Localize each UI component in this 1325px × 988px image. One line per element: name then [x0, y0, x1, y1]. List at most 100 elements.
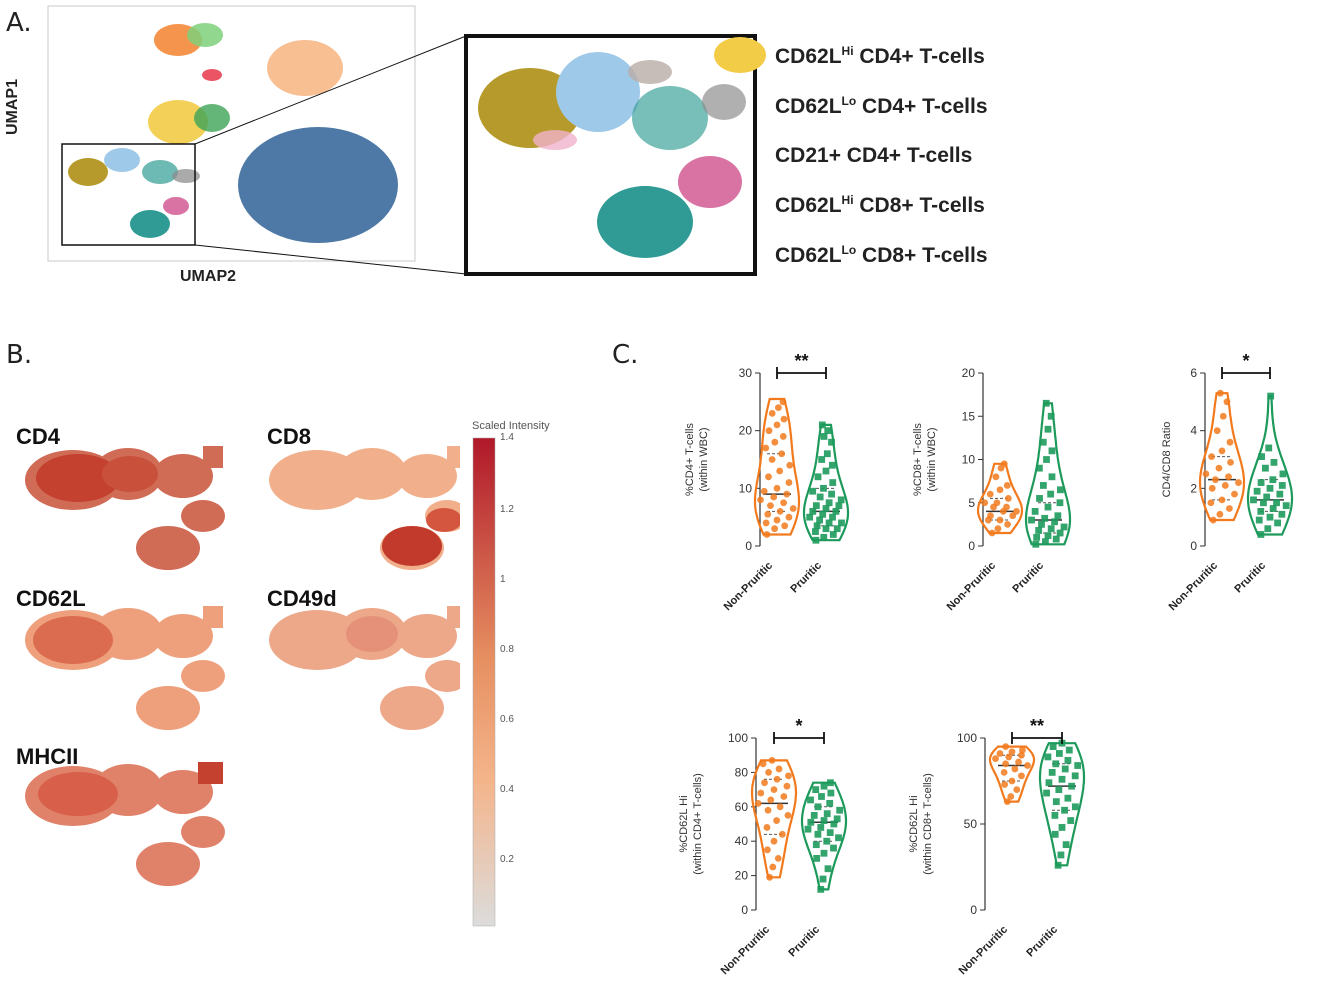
data-point	[1266, 484, 1274, 492]
data-point	[1270, 458, 1278, 466]
data-point	[779, 433, 787, 440]
data-point	[1031, 508, 1039, 515]
data-point	[775, 765, 783, 773]
data-point	[1264, 525, 1272, 533]
data-point	[993, 499, 1001, 507]
data-point	[820, 782, 828, 790]
data-point	[809, 487, 817, 495]
map-cd8	[269, 446, 460, 570]
data-point	[754, 799, 762, 807]
data-point	[1052, 798, 1060, 806]
data-point	[1219, 412, 1227, 420]
y-tick-label: 0	[968, 539, 975, 553]
data-point	[1062, 841, 1070, 849]
y-axis-label: %CD4+ T-cells	[684, 423, 696, 496]
marker-label-mhcii: MHCII	[16, 744, 79, 769]
significance-stars: *	[795, 716, 802, 736]
data-point	[824, 865, 832, 873]
data-point	[1008, 777, 1016, 785]
data-point	[829, 513, 836, 521]
map-mhcii	[25, 762, 225, 886]
data-point	[814, 473, 822, 481]
x-tick-label: Pruritic	[788, 560, 824, 596]
data-point	[838, 519, 845, 527]
data-point	[765, 473, 772, 481]
x-tick-label: Pruritic	[1010, 560, 1046, 596]
data-point	[994, 525, 1002, 533]
data-point	[1018, 751, 1025, 759]
y-axis-label: (within WBC)	[698, 427, 710, 491]
data-point	[768, 456, 776, 463]
data-point	[774, 855, 782, 862]
data-point	[1269, 476, 1277, 484]
y-tick-label: 60	[735, 800, 749, 814]
data-point	[1215, 464, 1223, 472]
scale-tick-1-4: 1.4	[500, 432, 514, 443]
y-tick-label: 30	[739, 366, 753, 380]
data-point	[1058, 775, 1066, 783]
data-point	[778, 450, 786, 458]
cluster-cd62llo-cd4	[104, 148, 140, 172]
marker-label-cd8: CD8	[267, 424, 312, 449]
violin-non-pruritic	[988, 745, 1036, 803]
data-point	[1267, 392, 1275, 400]
data-point	[1216, 389, 1224, 397]
data-point	[804, 825, 812, 833]
data-point	[1226, 438, 1234, 446]
data-point	[1039, 438, 1047, 446]
data-point	[1052, 535, 1060, 543]
x-tick-label: Pruritic	[1232, 560, 1268, 596]
data-point	[770, 786, 778, 793]
data-point	[768, 756, 776, 764]
legend-cd62lhi-cd8: CD62LHi CD8+ T-cells	[775, 193, 985, 217]
data-point	[1257, 508, 1265, 515]
scale-tick-0-8: 0.8	[500, 644, 514, 655]
data-point	[1057, 851, 1065, 859]
color-scale	[472, 437, 496, 927]
data-point	[822, 467, 830, 475]
data-point	[806, 513, 814, 521]
data-point	[1018, 772, 1025, 780]
inset-cd62lhi-cd8	[597, 186, 693, 258]
data-point	[1044, 503, 1052, 511]
zoom-line-top	[194, 35, 467, 145]
map-cd62l	[25, 606, 225, 730]
data-point	[780, 415, 788, 423]
x-tick-label: Non-Pruritic	[957, 924, 1010, 977]
x-tick-label: Non-Pruritic	[722, 560, 775, 613]
data-point	[992, 473, 1000, 481]
data-point	[814, 830, 822, 838]
data-point	[812, 786, 820, 793]
data-point	[1207, 499, 1215, 507]
data-point	[832, 508, 840, 515]
data-point	[1001, 781, 1009, 788]
data-point	[1278, 482, 1286, 489]
legend-cd62llo-cd4: CD62LLo CD4+ T-cells	[775, 94, 988, 118]
data-point	[1218, 447, 1226, 455]
data-point	[1035, 527, 1043, 534]
panel-label-a: A.	[6, 8, 32, 38]
data-point	[1250, 496, 1257, 504]
data-point	[825, 519, 833, 527]
data-point	[773, 484, 781, 492]
y-axis-label: %CD62L Hi	[908, 795, 920, 852]
y-tick-label: 50	[964, 817, 978, 831]
data-point	[1039, 482, 1047, 489]
data-point	[820, 433, 828, 440]
violin-non-pruritic	[1198, 392, 1246, 522]
data-point	[764, 846, 771, 854]
y-tick-label: 0	[970, 903, 977, 917]
x-tick-label: Pruritic	[1024, 924, 1060, 960]
data-point	[1279, 470, 1287, 478]
marker-label-cd4: CD4	[16, 424, 61, 449]
data-point	[1208, 453, 1215, 461]
significance-stars: **	[794, 351, 808, 371]
data-point	[1044, 532, 1052, 540]
cluster-red	[202, 69, 222, 81]
data-point	[764, 806, 772, 814]
data-point	[786, 461, 794, 469]
data-point	[779, 398, 787, 406]
data-point	[1054, 861, 1062, 869]
data-point	[807, 796, 814, 804]
